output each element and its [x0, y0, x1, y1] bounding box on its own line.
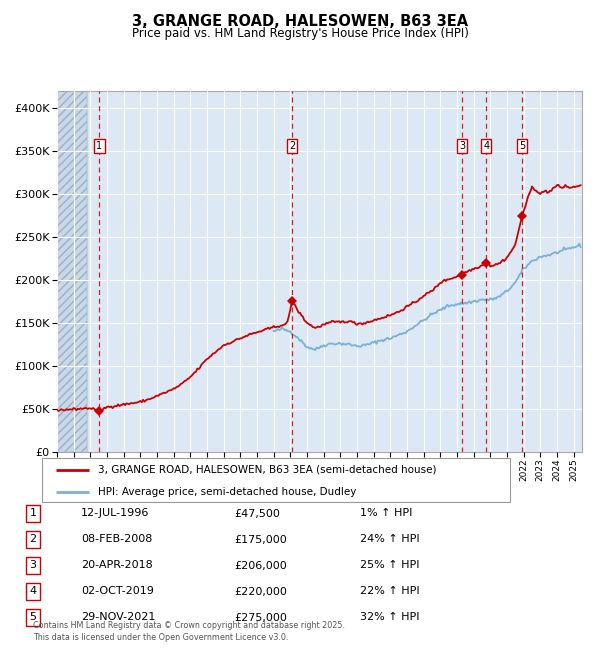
Text: £275,000: £275,000 [234, 612, 287, 623]
FancyBboxPatch shape [42, 458, 510, 502]
Text: 1: 1 [29, 508, 37, 519]
Text: 4: 4 [483, 141, 489, 151]
Text: 3, GRANGE ROAD, HALESOWEN, B63 3EA: 3, GRANGE ROAD, HALESOWEN, B63 3EA [132, 14, 468, 29]
Text: 1: 1 [96, 141, 103, 151]
Text: 2: 2 [289, 141, 295, 151]
Bar [57, 91, 87, 452]
Text: HPI: Average price, semi-detached house, Dudley: HPI: Average price, semi-detached house,… [98, 487, 356, 497]
Text: Price paid vs. HM Land Registry's House Price Index (HPI): Price paid vs. HM Land Registry's House … [131, 27, 469, 40]
Text: 12-JUL-1996: 12-JUL-1996 [81, 508, 149, 519]
Text: £175,000: £175,000 [234, 534, 287, 545]
Text: 2: 2 [29, 534, 37, 545]
Text: 25% ↑ HPI: 25% ↑ HPI [360, 560, 419, 571]
Text: 32% ↑ HPI: 32% ↑ HPI [360, 612, 419, 623]
Text: 02-OCT-2019: 02-OCT-2019 [81, 586, 154, 597]
Text: 08-FEB-2008: 08-FEB-2008 [81, 534, 152, 545]
Text: 5: 5 [519, 141, 525, 151]
Text: £206,000: £206,000 [234, 560, 287, 571]
Text: 20-APR-2018: 20-APR-2018 [81, 560, 153, 571]
Text: 3, GRANGE ROAD, HALESOWEN, B63 3EA (semi-detached house): 3, GRANGE ROAD, HALESOWEN, B63 3EA (semi… [98, 465, 437, 475]
Text: 5: 5 [29, 612, 37, 623]
Text: 3: 3 [459, 141, 465, 151]
Bar [57, 91, 87, 452]
Text: 22% ↑ HPI: 22% ↑ HPI [360, 586, 419, 597]
Text: 1% ↑ HPI: 1% ↑ HPI [360, 508, 412, 519]
Text: 29-NOV-2021: 29-NOV-2021 [81, 612, 155, 623]
Text: 4: 4 [29, 586, 37, 597]
Text: 3: 3 [29, 560, 37, 571]
Text: 24% ↑ HPI: 24% ↑ HPI [360, 534, 419, 545]
Text: Contains HM Land Registry data © Crown copyright and database right 2025.
This d: Contains HM Land Registry data © Crown c… [33, 621, 345, 642]
Text: £47,500: £47,500 [234, 508, 280, 519]
Text: £220,000: £220,000 [234, 586, 287, 597]
